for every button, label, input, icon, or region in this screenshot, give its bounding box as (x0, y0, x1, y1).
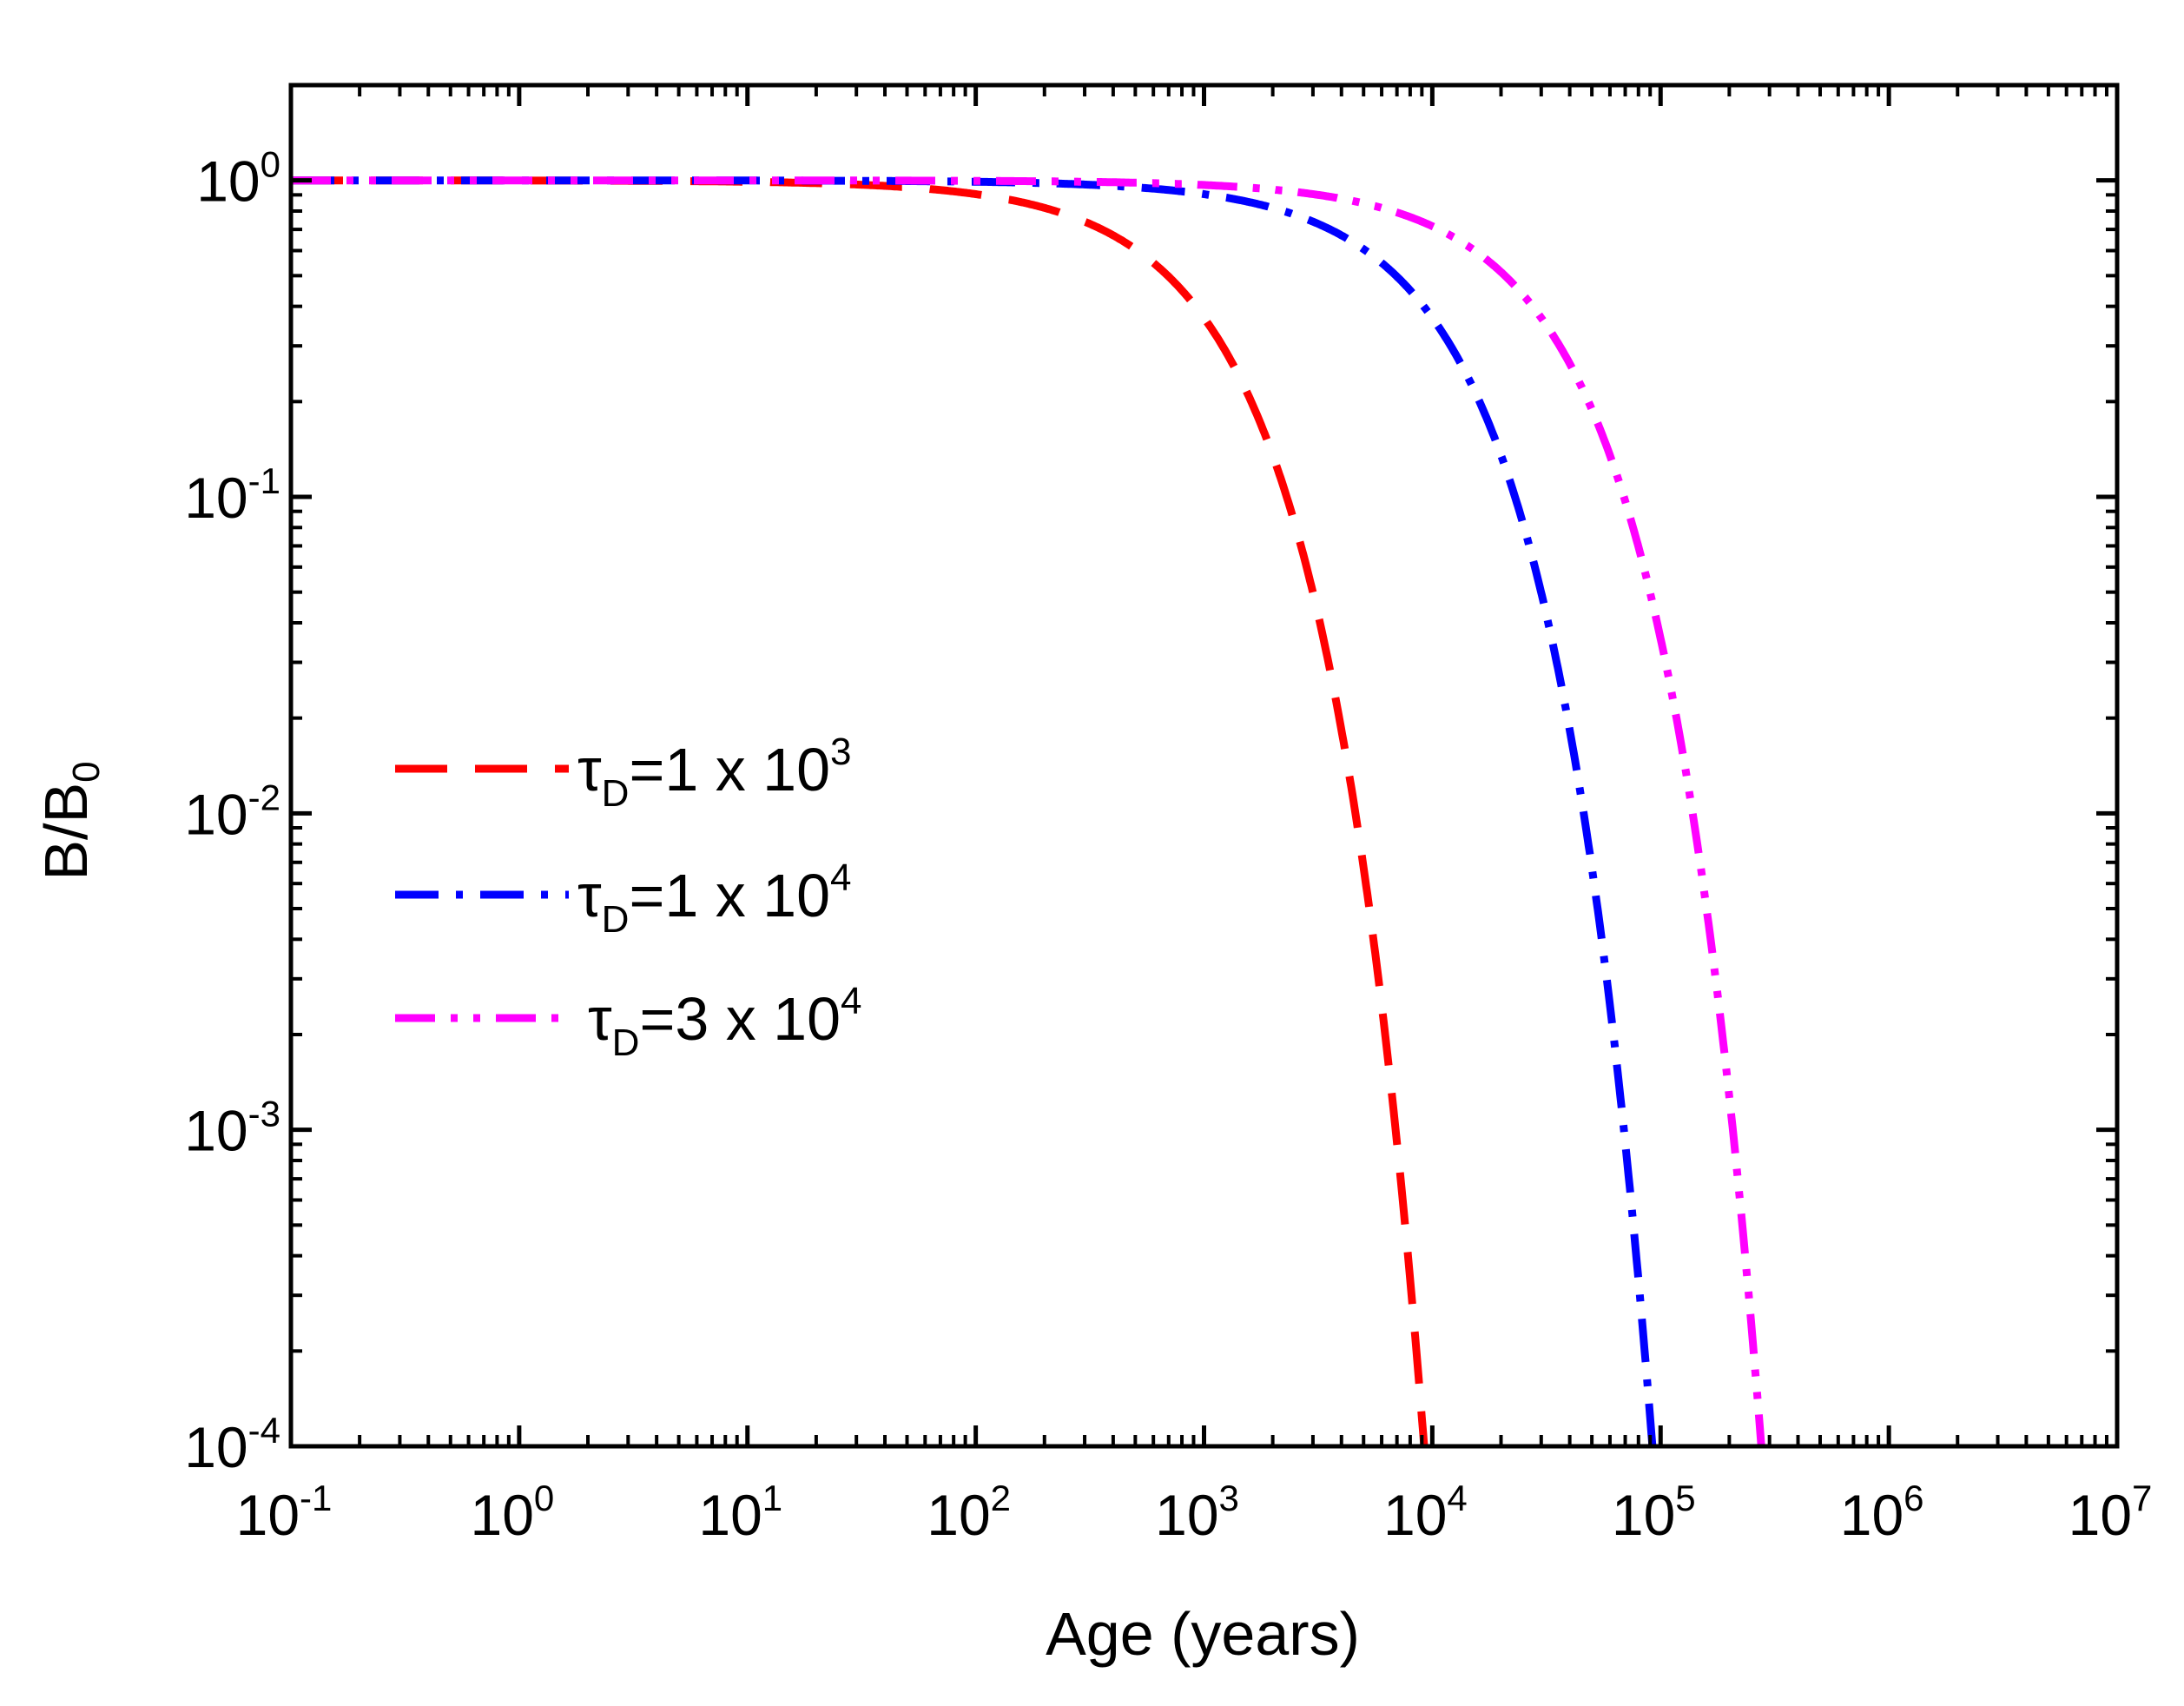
x-tick-label-base: 10 (470, 1483, 533, 1547)
x-tick-label-base: 10 (2069, 1483, 2132, 1547)
x-tick-label-base: 10 (1155, 1483, 1218, 1547)
y-axis-title: B/B0 (32, 761, 108, 880)
plot-curves (291, 176, 1765, 1447)
x-tick-label-base: 10 (1612, 1483, 1675, 1547)
legend-sub: D (612, 1022, 640, 1064)
y-tick-label-exp: -2 (248, 777, 280, 817)
legend-label-3: τD=3 x 104 (588, 980, 862, 1064)
series-line-3 (291, 176, 1765, 1447)
x-tick-label-base: 10 (1840, 1483, 1904, 1547)
legend-main: =1 x 10 (629, 736, 830, 803)
x-tick-label-exp: 5 (1675, 1478, 1695, 1518)
y-tick-label-exp: -3 (248, 1094, 280, 1134)
legend-main: =3 x 10 (639, 985, 841, 1053)
x-tick-label: 101 (698, 1478, 782, 1547)
legend-sub: D (602, 898, 630, 941)
y-axis-title-main: B/B (32, 783, 100, 881)
x-tick-label: 102 (927, 1478, 1011, 1547)
x-tick-label-exp: 0 (534, 1478, 554, 1518)
y-tick-label-exp: -4 (248, 1410, 280, 1451)
legend-tau: τ (588, 985, 612, 1053)
x-tick-label: 10-1 (236, 1478, 333, 1547)
y-tick-label-base: 10 (196, 149, 260, 214)
legend-exp: 4 (830, 856, 851, 899)
y-tick-label: 100 (196, 144, 280, 214)
x-tick-label: 103 (1155, 1478, 1239, 1547)
legend-tau: τ (577, 736, 602, 803)
x-tick-label-exp: 3 (1219, 1478, 1239, 1518)
x-tick-label-base: 10 (927, 1483, 990, 1547)
x-tick-label: 100 (470, 1478, 554, 1547)
legend-tau: τ (577, 862, 602, 929)
x-tick-label: 105 (1612, 1478, 1696, 1547)
y-tick-label-exp: -1 (248, 460, 280, 501)
x-tick-label: 107 (2069, 1478, 2153, 1547)
series-line-1 (291, 176, 1429, 1447)
y-tick-label: 10-2 (184, 777, 280, 846)
x-tick-label-exp: 7 (2132, 1478, 2152, 1518)
y-tick-label: 10-1 (184, 460, 280, 530)
x-tick-label-exp: 2 (991, 1478, 1011, 1518)
legend-exp: 4 (841, 980, 861, 1022)
legend-main: =1 x 10 (629, 862, 830, 929)
plot-frame (288, 83, 2120, 1449)
series-line-2 (291, 176, 1657, 1447)
x-tick-label-exp: -1 (300, 1478, 332, 1518)
x-tick-label-base: 10 (236, 1483, 300, 1547)
x-tick-label-exp: 4 (1447, 1478, 1467, 1518)
legend-label-2: τD=1 x 104 (577, 856, 852, 941)
x-tick-label: 104 (1383, 1478, 1468, 1547)
y-axis-title-sub: 0 (65, 761, 108, 782)
x-tick-label-base: 10 (1383, 1483, 1447, 1547)
y-tick-label-base: 10 (184, 782, 247, 846)
x-tick-label-base: 10 (698, 1483, 762, 1547)
legend-label-1: τD=1 x 103 (577, 731, 852, 815)
x-axis-title: Age (years) (1046, 1600, 1360, 1668)
x-tick-labels: 10-1 100 101 102 103 104 105 106 107 (236, 1478, 2153, 1547)
y-tick-label-base: 10 (184, 466, 247, 530)
x-tick-label-exp: 1 (762, 1478, 782, 1518)
y-tick-label-base: 10 (184, 1415, 247, 1479)
x-tick-label: 106 (1840, 1478, 1924, 1547)
y-tick-label-exp: 0 (261, 144, 280, 185)
y-tick-label: 10-3 (184, 1094, 280, 1163)
x-tick-label-exp: 6 (1904, 1478, 1923, 1518)
legend-sub: D (602, 772, 630, 815)
y-tick-label: 10-4 (184, 1410, 280, 1479)
y-tick-label-base: 10 (184, 1099, 247, 1163)
legend-exp: 3 (830, 731, 851, 773)
